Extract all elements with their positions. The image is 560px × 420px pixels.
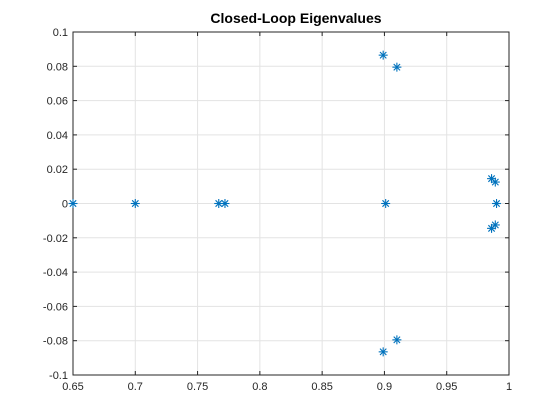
x-tick-label: 0.7 xyxy=(128,381,143,393)
y-tick-label: 0.08 xyxy=(47,61,68,73)
eigenvalue-point xyxy=(392,335,402,345)
eigenvalue-point xyxy=(130,199,140,208)
y-tick-label: -0.06 xyxy=(43,301,68,313)
tick-labels: 0.65 0.7 0.75 0.8 0.85 0.9 0.95 1 -0.1 -0.08 -0.06… xyxy=(43,27,512,393)
axis-ticks xyxy=(72,31,510,376)
y-tick-label: 0.02 xyxy=(47,164,68,176)
eigenvalue-point xyxy=(392,62,402,72)
y-tick-label: 0.04 xyxy=(47,130,68,142)
x-tick-label: 0.95 xyxy=(436,381,457,393)
y-tick-label: -0.02 xyxy=(43,233,68,245)
eigenvalue-point xyxy=(378,347,388,357)
y-tick-label: 0.06 xyxy=(47,96,68,108)
data-points xyxy=(68,50,502,357)
x-tick-label: 1 xyxy=(506,381,512,393)
x-tick-label: 0.65 xyxy=(62,381,83,393)
eigenvalue-point xyxy=(492,199,502,208)
eigenvalue-point xyxy=(381,199,391,208)
eigenvalue-point xyxy=(378,50,388,60)
x-tick-label: 0.9 xyxy=(377,381,392,393)
eigenvalue-point xyxy=(68,199,78,208)
x-tick-label: 0.85 xyxy=(311,381,332,393)
eigenvalue-point xyxy=(220,199,230,208)
y-tick-label: -0.04 xyxy=(43,267,68,279)
x-tick-label: 0.8 xyxy=(252,381,267,393)
y-tick-label: -0.08 xyxy=(43,336,68,348)
y-tick-label: 0.1 xyxy=(53,27,68,39)
y-tick-label: -0.1 xyxy=(49,370,68,382)
eigenvalue-point xyxy=(490,177,500,187)
x-tick-label: 0.75 xyxy=(187,381,208,393)
y-tick-label: 0 xyxy=(62,199,68,211)
eigenvalue-point xyxy=(490,220,500,230)
chart-title: Closed-Loop Eigenvalues xyxy=(210,10,381,26)
